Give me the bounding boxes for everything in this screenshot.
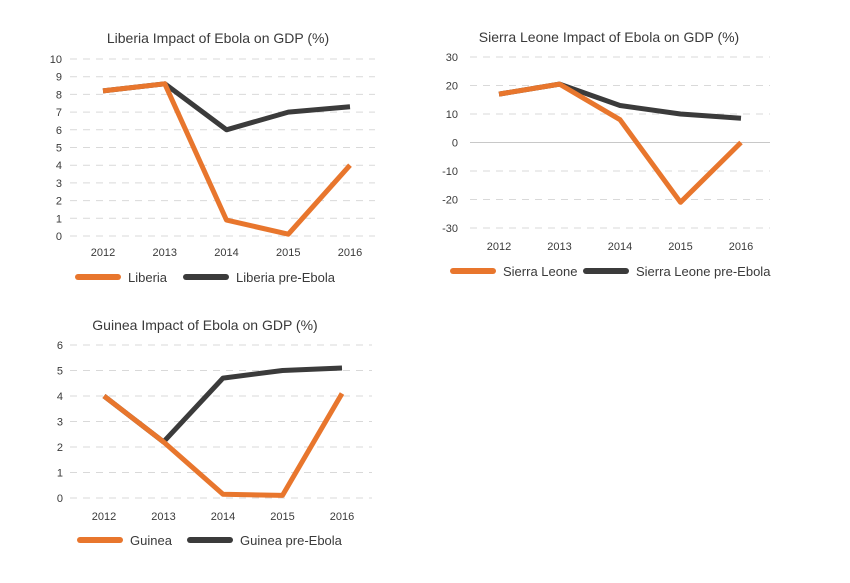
series-line-impact <box>102 81 352 237</box>
legend-label: Sierra Leone pre-Ebola <box>636 264 771 279</box>
y-tick-label: 9 <box>56 72 62 84</box>
y-tick-label: 3 <box>56 178 62 190</box>
y-tick-label: 20 <box>446 81 458 93</box>
y-tick-label: -10 <box>442 166 458 178</box>
series-line-impact <box>498 81 743 205</box>
x-tick-label: 2012 <box>92 511 116 523</box>
x-tick-label: 2014 <box>214 247 238 259</box>
y-tick-label: -20 <box>442 195 458 207</box>
chart-liberia: Liberia Impact of Ebola on GDP (%) 0 1 2 3 4 5… <box>50 30 375 285</box>
chart-title: Guinea Impact of Ebola on GDP (%) <box>92 317 317 333</box>
x-tick-label: 2015 <box>668 241 692 253</box>
y-tick-label: 3 <box>57 417 63 429</box>
x-tick-label: 2013 <box>151 511 175 523</box>
y-tick-label: -30 <box>442 223 458 235</box>
x-tick-label: 2016 <box>729 241 753 253</box>
y-tick-label: 4 <box>57 391 63 403</box>
y-tick-label: 5 <box>56 143 62 155</box>
x-tick-label: 2016 <box>330 511 354 523</box>
y-tick-label: 1 <box>57 468 63 480</box>
x-tick-label: 2012 <box>487 241 511 253</box>
series-line-pre-ebola <box>102 81 351 133</box>
y-tick-label: 5 <box>57 366 63 378</box>
y-tick-label: 2 <box>56 196 62 208</box>
y-tick-label: 10 <box>446 109 458 121</box>
legend-label: Guinea <box>130 533 173 548</box>
legend-label: Liberia pre-Ebola <box>236 270 336 285</box>
x-tick-label: 2014 <box>211 511 235 523</box>
series-line-impact <box>102 392 345 498</box>
y-tick-label: 0 <box>57 493 63 505</box>
y-tick-label: 6 <box>56 125 62 137</box>
chart-title: Liberia Impact of Ebola on GDP (%) <box>107 30 329 46</box>
y-tick-label: 1 <box>56 213 62 225</box>
y-tick-label: 6 <box>57 340 63 352</box>
y-tick-label: 0 <box>56 231 62 243</box>
y-tick-label: 0 <box>452 138 458 150</box>
chart-sierra-leone: Sierra Leone Impact of Ebola on GDP (%) -… <box>442 29 771 279</box>
x-tick-label: 2012 <box>91 247 115 259</box>
x-tick-label: 2016 <box>338 247 362 259</box>
x-tick-label: 2015 <box>276 247 300 259</box>
legend-label: Sierra Leone <box>503 264 577 279</box>
x-tick-label: 2015 <box>270 511 294 523</box>
series-line-pre-ebola <box>102 365 343 445</box>
legend-label: Guinea pre-Ebola <box>240 533 343 548</box>
y-tick-label: 30 <box>446 52 458 64</box>
y-tick-label: 10 <box>50 54 62 66</box>
x-tick-label: 2014 <box>608 241 632 253</box>
x-tick-label: 2013 <box>153 247 177 259</box>
legend-label: Liberia <box>128 270 168 285</box>
chart-title: Sierra Leone Impact of Ebola on GDP (%) <box>479 29 739 45</box>
chart-guinea: Guinea Impact of Ebola on GDP (%) 0 1 2 3 4 5 6… <box>57 317 372 548</box>
y-tick-label: 7 <box>56 107 62 119</box>
y-tick-label: 2 <box>57 442 63 454</box>
y-tick-label: 4 <box>56 160 62 172</box>
y-tick-label: 8 <box>56 89 62 101</box>
x-tick-label: 2013 <box>547 241 571 253</box>
